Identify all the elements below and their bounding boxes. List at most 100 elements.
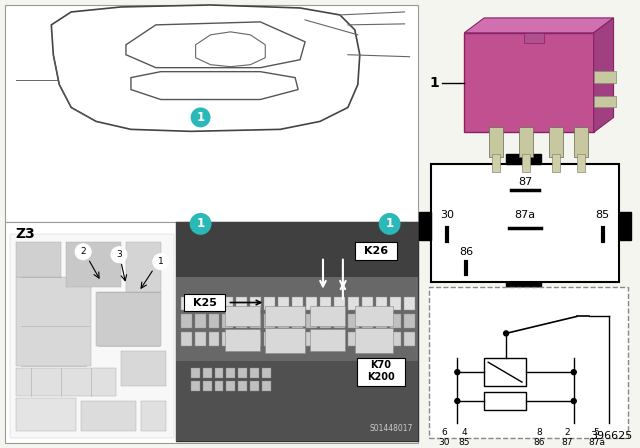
Bar bbox=[184, 293, 225, 311]
Circle shape bbox=[504, 331, 509, 336]
Bar bbox=[376, 332, 387, 346]
Bar bbox=[292, 297, 303, 310]
Bar bbox=[484, 392, 526, 410]
Circle shape bbox=[440, 419, 449, 427]
Text: 87a: 87a bbox=[588, 438, 605, 447]
Text: 87: 87 bbox=[561, 438, 573, 447]
Text: 1: 1 bbox=[196, 217, 205, 230]
Bar bbox=[577, 154, 585, 172]
Circle shape bbox=[153, 254, 169, 270]
Bar bbox=[594, 95, 616, 108]
Bar bbox=[549, 127, 563, 157]
Bar bbox=[464, 33, 594, 132]
Polygon shape bbox=[51, 5, 360, 131]
Bar bbox=[262, 368, 271, 378]
Text: 1: 1 bbox=[196, 111, 205, 124]
Bar bbox=[223, 332, 234, 346]
Bar bbox=[348, 314, 359, 328]
Bar bbox=[362, 314, 372, 328]
Bar bbox=[176, 361, 417, 441]
Bar bbox=[176, 222, 417, 441]
Bar bbox=[376, 314, 387, 328]
Bar bbox=[292, 332, 303, 346]
Text: 3: 3 bbox=[116, 250, 122, 259]
Bar bbox=[278, 297, 289, 310]
Bar bbox=[357, 358, 404, 386]
Text: 2: 2 bbox=[564, 428, 570, 437]
Text: 85: 85 bbox=[458, 438, 470, 447]
Bar bbox=[320, 314, 331, 328]
Polygon shape bbox=[594, 18, 614, 132]
Text: 1: 1 bbox=[385, 217, 394, 230]
Text: S01448017: S01448017 bbox=[369, 424, 413, 433]
Bar bbox=[96, 292, 161, 346]
Bar bbox=[214, 381, 223, 391]
Text: 30: 30 bbox=[440, 210, 454, 220]
Bar bbox=[404, 297, 415, 310]
Circle shape bbox=[593, 419, 600, 427]
Bar bbox=[180, 314, 191, 328]
Bar bbox=[573, 127, 588, 157]
Polygon shape bbox=[464, 18, 614, 33]
Bar bbox=[203, 368, 212, 378]
Bar bbox=[250, 332, 261, 346]
Polygon shape bbox=[196, 32, 265, 67]
Bar bbox=[176, 277, 417, 361]
Bar bbox=[195, 332, 205, 346]
Bar bbox=[239, 381, 247, 391]
Bar bbox=[310, 329, 345, 351]
Circle shape bbox=[535, 419, 543, 427]
Circle shape bbox=[191, 108, 211, 127]
Bar bbox=[195, 314, 205, 328]
Bar bbox=[320, 332, 331, 346]
Bar bbox=[203, 381, 212, 391]
Circle shape bbox=[455, 370, 460, 375]
Bar bbox=[492, 154, 500, 172]
Bar bbox=[334, 332, 345, 346]
Circle shape bbox=[379, 213, 401, 235]
Bar bbox=[278, 332, 289, 346]
Text: 4: 4 bbox=[461, 428, 467, 437]
Bar bbox=[506, 282, 541, 292]
Bar bbox=[17, 398, 76, 431]
Text: 85: 85 bbox=[596, 210, 610, 220]
Bar bbox=[484, 358, 526, 386]
Bar bbox=[334, 297, 345, 310]
Bar bbox=[17, 277, 91, 366]
Bar bbox=[17, 368, 116, 396]
Bar bbox=[362, 332, 372, 346]
Text: Z3: Z3 bbox=[15, 227, 35, 241]
Text: 2: 2 bbox=[81, 247, 86, 256]
Circle shape bbox=[572, 399, 576, 404]
Bar bbox=[390, 314, 401, 328]
Bar bbox=[265, 328, 305, 353]
Text: 86: 86 bbox=[460, 247, 474, 257]
Bar bbox=[250, 297, 261, 310]
Bar bbox=[17, 242, 61, 277]
Bar bbox=[489, 127, 503, 157]
Bar bbox=[250, 314, 261, 328]
Bar bbox=[141, 401, 166, 431]
Circle shape bbox=[189, 213, 212, 235]
Text: 86: 86 bbox=[533, 438, 545, 447]
Bar bbox=[348, 297, 359, 310]
Bar bbox=[236, 332, 247, 346]
Bar bbox=[264, 314, 275, 328]
Bar bbox=[180, 297, 191, 310]
Circle shape bbox=[563, 419, 571, 427]
Text: 87: 87 bbox=[518, 177, 532, 187]
Bar bbox=[306, 314, 317, 328]
Bar bbox=[390, 332, 401, 346]
Bar bbox=[67, 242, 121, 287]
Bar bbox=[278, 314, 289, 328]
Bar bbox=[121, 351, 166, 386]
Bar bbox=[176, 222, 417, 282]
Text: 1: 1 bbox=[429, 76, 440, 90]
Text: 1: 1 bbox=[158, 257, 164, 266]
Circle shape bbox=[460, 419, 468, 427]
Bar bbox=[618, 212, 632, 240]
Text: K26: K26 bbox=[364, 246, 388, 256]
Bar bbox=[227, 368, 236, 378]
Text: 6: 6 bbox=[442, 428, 447, 437]
Text: 87a: 87a bbox=[515, 210, 536, 220]
